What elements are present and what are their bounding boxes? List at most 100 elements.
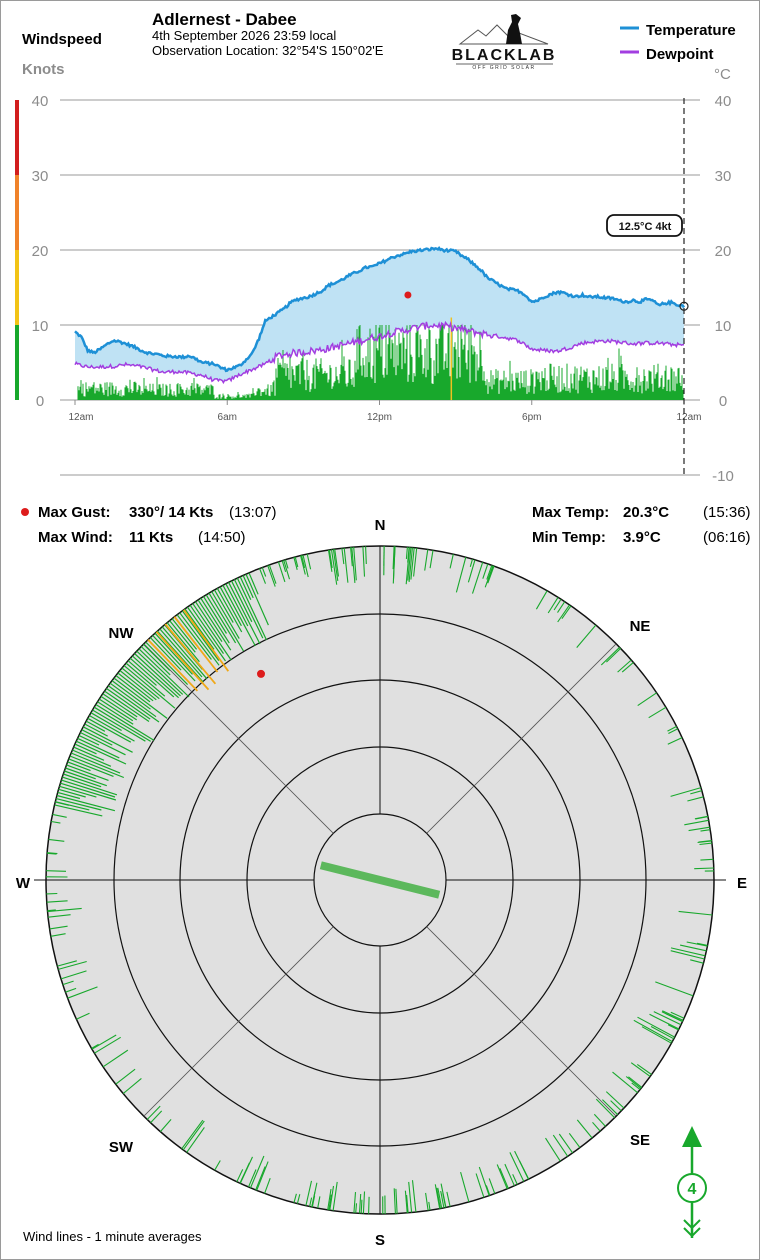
rose-wind-line <box>186 1127 205 1153</box>
rose-wind-line <box>72 749 112 767</box>
rose-wind-line <box>78 734 100 746</box>
rose-wind-line <box>687 796 704 802</box>
rose-wind-line <box>213 589 234 623</box>
page-title: Adlernest - Dabee <box>152 10 297 29</box>
rose-wind-line <box>208 592 245 652</box>
rose-wind-line <box>334 549 340 577</box>
compass-label-e: E <box>737 875 747 892</box>
x-tick-label: 12am <box>676 412 701 423</box>
rose-wind-line <box>47 907 82 913</box>
rose-wind-line <box>134 653 181 697</box>
series-lines <box>74 245 686 385</box>
legend-temperature-label: Temperature <box>646 22 736 39</box>
rose-wind-line <box>343 547 349 583</box>
rose-wind-line <box>161 626 208 680</box>
rose-wind-line <box>535 590 548 610</box>
min-temp-label: Min Temp: <box>532 529 606 546</box>
rose-wind-line <box>90 712 122 732</box>
rose-wind-line <box>305 1180 313 1206</box>
rose-wind-line <box>487 565 495 584</box>
rose-wind-line <box>332 1181 338 1211</box>
rose-wind-line <box>612 1071 638 1094</box>
rose-wind-line <box>641 1026 672 1044</box>
rose-wind-line <box>104 690 150 722</box>
rose-wind-line <box>242 575 254 599</box>
rose-wind-line <box>296 1194 301 1204</box>
rose-wind-line <box>102 693 138 718</box>
rose-wind-line <box>122 1077 142 1095</box>
compass-label-sw: SW <box>109 1139 134 1156</box>
rose-wind-line <box>65 767 96 780</box>
rose-wind-line <box>113 677 168 719</box>
footer-note: Wind lines - 1 minute averages <box>23 1229 202 1244</box>
rose-wind-line <box>410 547 415 580</box>
rose-wind-line <box>648 706 667 719</box>
rose-wind-line <box>293 1193 297 1203</box>
legend: Temperature Dewpoint <box>620 22 736 63</box>
rose-wind-line <box>150 1110 163 1124</box>
y-right-tick-label: 30 <box>715 168 732 185</box>
rose-wind-line <box>187 606 226 662</box>
rose-wind-line <box>136 650 184 695</box>
rose-wind-line <box>283 560 291 580</box>
rose-wind-line <box>455 557 467 593</box>
legend-dewpoint-label: Dewpoint <box>646 46 714 63</box>
current-temp-marker <box>679 301 689 311</box>
rose-wind-line <box>668 728 679 734</box>
rose-wind-line <box>47 909 56 912</box>
y-right-tick-label: 40 <box>715 93 732 110</box>
rose-wind-line <box>358 1193 362 1214</box>
windspeed-bars <box>77 317 684 400</box>
blacklab-logo: BLACKLAB OFF GRID SOLAR <box>452 14 554 71</box>
rose-wind-line <box>121 667 160 700</box>
rose-wind-line <box>77 737 120 759</box>
rose-wind-line <box>392 546 396 579</box>
rose-wind-line <box>51 820 61 824</box>
rose-wind-line <box>46 870 67 872</box>
rose-wind-line <box>62 980 74 986</box>
rose-wind-line <box>408 547 413 583</box>
rose-wind-line <box>353 546 357 581</box>
rose-wind-line <box>111 680 151 710</box>
rose-wind-line <box>159 1119 172 1132</box>
rose-wind-line <box>179 612 220 666</box>
rose-wind-line <box>547 597 559 614</box>
wind-scale-segment <box>15 100 19 175</box>
rose-wind-line <box>211 591 240 639</box>
rose-wind-line <box>205 594 237 644</box>
rose-wind-line <box>216 588 243 633</box>
y-left-tick-label: 0 <box>36 393 44 410</box>
rose-wind-line <box>670 950 705 960</box>
compass-label-n: N <box>375 517 386 534</box>
rose-wind-line <box>469 558 474 567</box>
summary-panel: Max Gust: 330°/ 14 Kts (13:07) Max Wind:… <box>21 504 751 546</box>
rose-wind-line <box>92 709 146 742</box>
rose-wind-line <box>678 910 713 916</box>
rose-wind-line <box>73 746 105 761</box>
rose-wind-line <box>636 1063 652 1075</box>
rose-wind-line <box>125 662 166 697</box>
rose-wind-line <box>261 567 267 577</box>
rose-wind-line <box>109 682 157 718</box>
logo-tagline: OFF GRID SOLAR <box>472 65 535 71</box>
rose-wind-line <box>446 1191 451 1207</box>
rose-wind-line <box>407 547 412 581</box>
rose-wind-line <box>700 858 714 861</box>
rose-wind-line <box>55 798 102 811</box>
rose-wind-line <box>131 655 180 699</box>
rose-wind-line <box>440 1183 447 1208</box>
temp-dewpoint-fill <box>75 248 684 383</box>
rose-wind-line <box>302 554 309 578</box>
min-temp-value: 3.9°C <box>623 529 661 546</box>
rose-wind-line <box>408 1181 413 1213</box>
rose-wind-line <box>545 1137 561 1162</box>
max-temp-time: (15:36) <box>703 504 751 521</box>
rose-wind-line <box>268 564 277 584</box>
rose-wind-line <box>91 1043 99 1049</box>
rose-wind-line <box>670 1011 685 1019</box>
rose-wind-line <box>100 695 138 721</box>
rose-wind-line <box>558 1133 574 1154</box>
rose-wind-line <box>67 986 98 999</box>
dog-icon <box>506 14 522 44</box>
